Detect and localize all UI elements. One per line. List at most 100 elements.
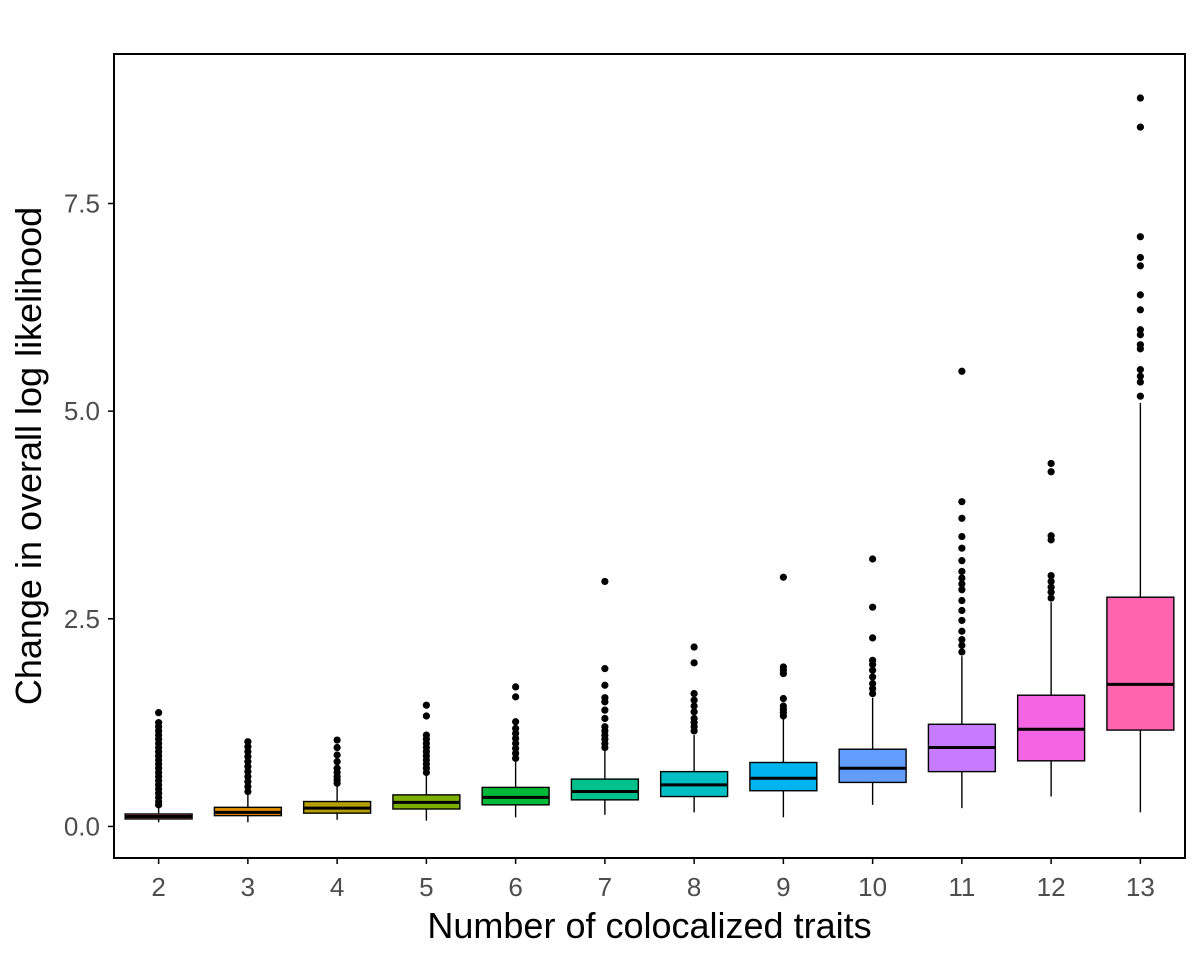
outlier-point [958,606,966,615]
y-tick-label: 2.5 [64,604,100,634]
box-group-5 [392,701,461,821]
outlier-point [155,709,163,717]
outlier-point [333,764,341,772]
outlier-point [244,753,252,761]
outlier-point [1047,588,1055,596]
outlier-point [690,696,698,704]
y-tick-label: 5.0 [64,396,100,426]
outlier-point [869,603,877,611]
plot-panel-border [113,53,1186,859]
outlier-point [690,659,698,667]
outlier-point [512,683,520,691]
box-group-4 [302,736,372,820]
box-group-13 [1106,94,1175,813]
outlier-point [869,656,877,664]
outlier-point [958,574,966,582]
plot-marks [124,94,1175,823]
y-axis-title: Change in overall log likelihood [8,207,49,705]
outlier-point [601,577,609,586]
outlier-point [1047,594,1055,602]
box-group-3 [213,738,283,823]
outlier-point [958,532,966,541]
outlier-point [958,596,966,605]
x-axis: 2 3 4 5 6 7 8 9 10 11 12 13 [151,858,1155,902]
outlier-point [1136,306,1144,314]
outlier-point [869,679,877,688]
outlier-point [512,734,520,742]
x-tick-label: 9 [776,872,790,902]
outlier-point [1136,392,1144,400]
outlier-point [1047,532,1055,540]
outlier-point [155,719,163,727]
outlier-point [958,586,966,594]
outlier-point [690,714,698,723]
outlier-point [1136,372,1144,380]
outlier-point [958,544,966,552]
x-tick-label: 6 [508,872,522,902]
y-tick-label: 7.5 [64,189,100,219]
outlier-point [244,738,252,746]
box-group-11 [927,367,997,809]
y-axis: 0.0 2.5 5.0 7.5 [64,189,114,841]
y-tick-label: 0.0 [64,811,100,841]
outlier-point [869,555,877,563]
outlier-point [244,763,252,771]
box [749,761,818,792]
box-group-8 [659,643,729,813]
outlier-point [690,689,698,698]
outlier-point [958,514,966,522]
outlier-point [244,768,252,776]
outlier-point [1136,291,1144,299]
outlier-point [512,744,520,752]
box-group-7 [570,577,640,815]
box-group-2 [124,709,193,823]
outlier-point [958,498,966,506]
box-group-12 [1016,459,1086,797]
x-tick-label: 8 [687,872,701,902]
outlier-point [1136,366,1144,374]
outlier-point [333,758,341,766]
outlier-point [244,787,252,796]
x-tick-label: 2 [151,872,165,902]
outlier-point [244,758,252,766]
outlier-point [1047,583,1055,591]
outlier-point [244,748,252,756]
outlier-point [958,557,966,565]
outlier-point [333,751,341,759]
outlier-point [601,706,609,714]
outlier-point [601,723,609,731]
outlier-point [601,714,609,723]
outlier-point [422,701,430,709]
outlier-point [512,739,520,747]
outlier-point [512,729,520,738]
outlier-point [1136,378,1144,386]
outlier-point [1136,233,1144,241]
outlier-point [1136,331,1144,339]
outlier-point [512,754,520,762]
x-tick-label: 4 [330,872,344,902]
outlier-point [1047,459,1055,468]
box [570,778,640,801]
x-tick-label: 7 [598,872,612,902]
outlier-point [422,712,430,720]
x-tick-label: 3 [241,872,255,902]
outlier-point [958,648,966,656]
x-tick-label: 11 [948,872,975,902]
outlier-point [869,666,877,674]
outlier-point [958,616,966,625]
box-group-9 [749,573,818,818]
box-group-6 [481,683,550,818]
x-tick-label: 12 [1037,872,1066,902]
outlier-point [333,743,341,752]
outlier-point [244,773,252,781]
outlier-point [601,694,609,702]
outlier-point [1047,577,1055,586]
x-axis-title: Number of colocalized traits [427,905,871,946]
outlier-point [779,694,787,703]
outlier-point [244,777,252,786]
outlier-point [690,708,698,716]
outlier-point [869,634,877,642]
outlier-point [1136,262,1144,270]
outlier-point [1047,572,1055,580]
